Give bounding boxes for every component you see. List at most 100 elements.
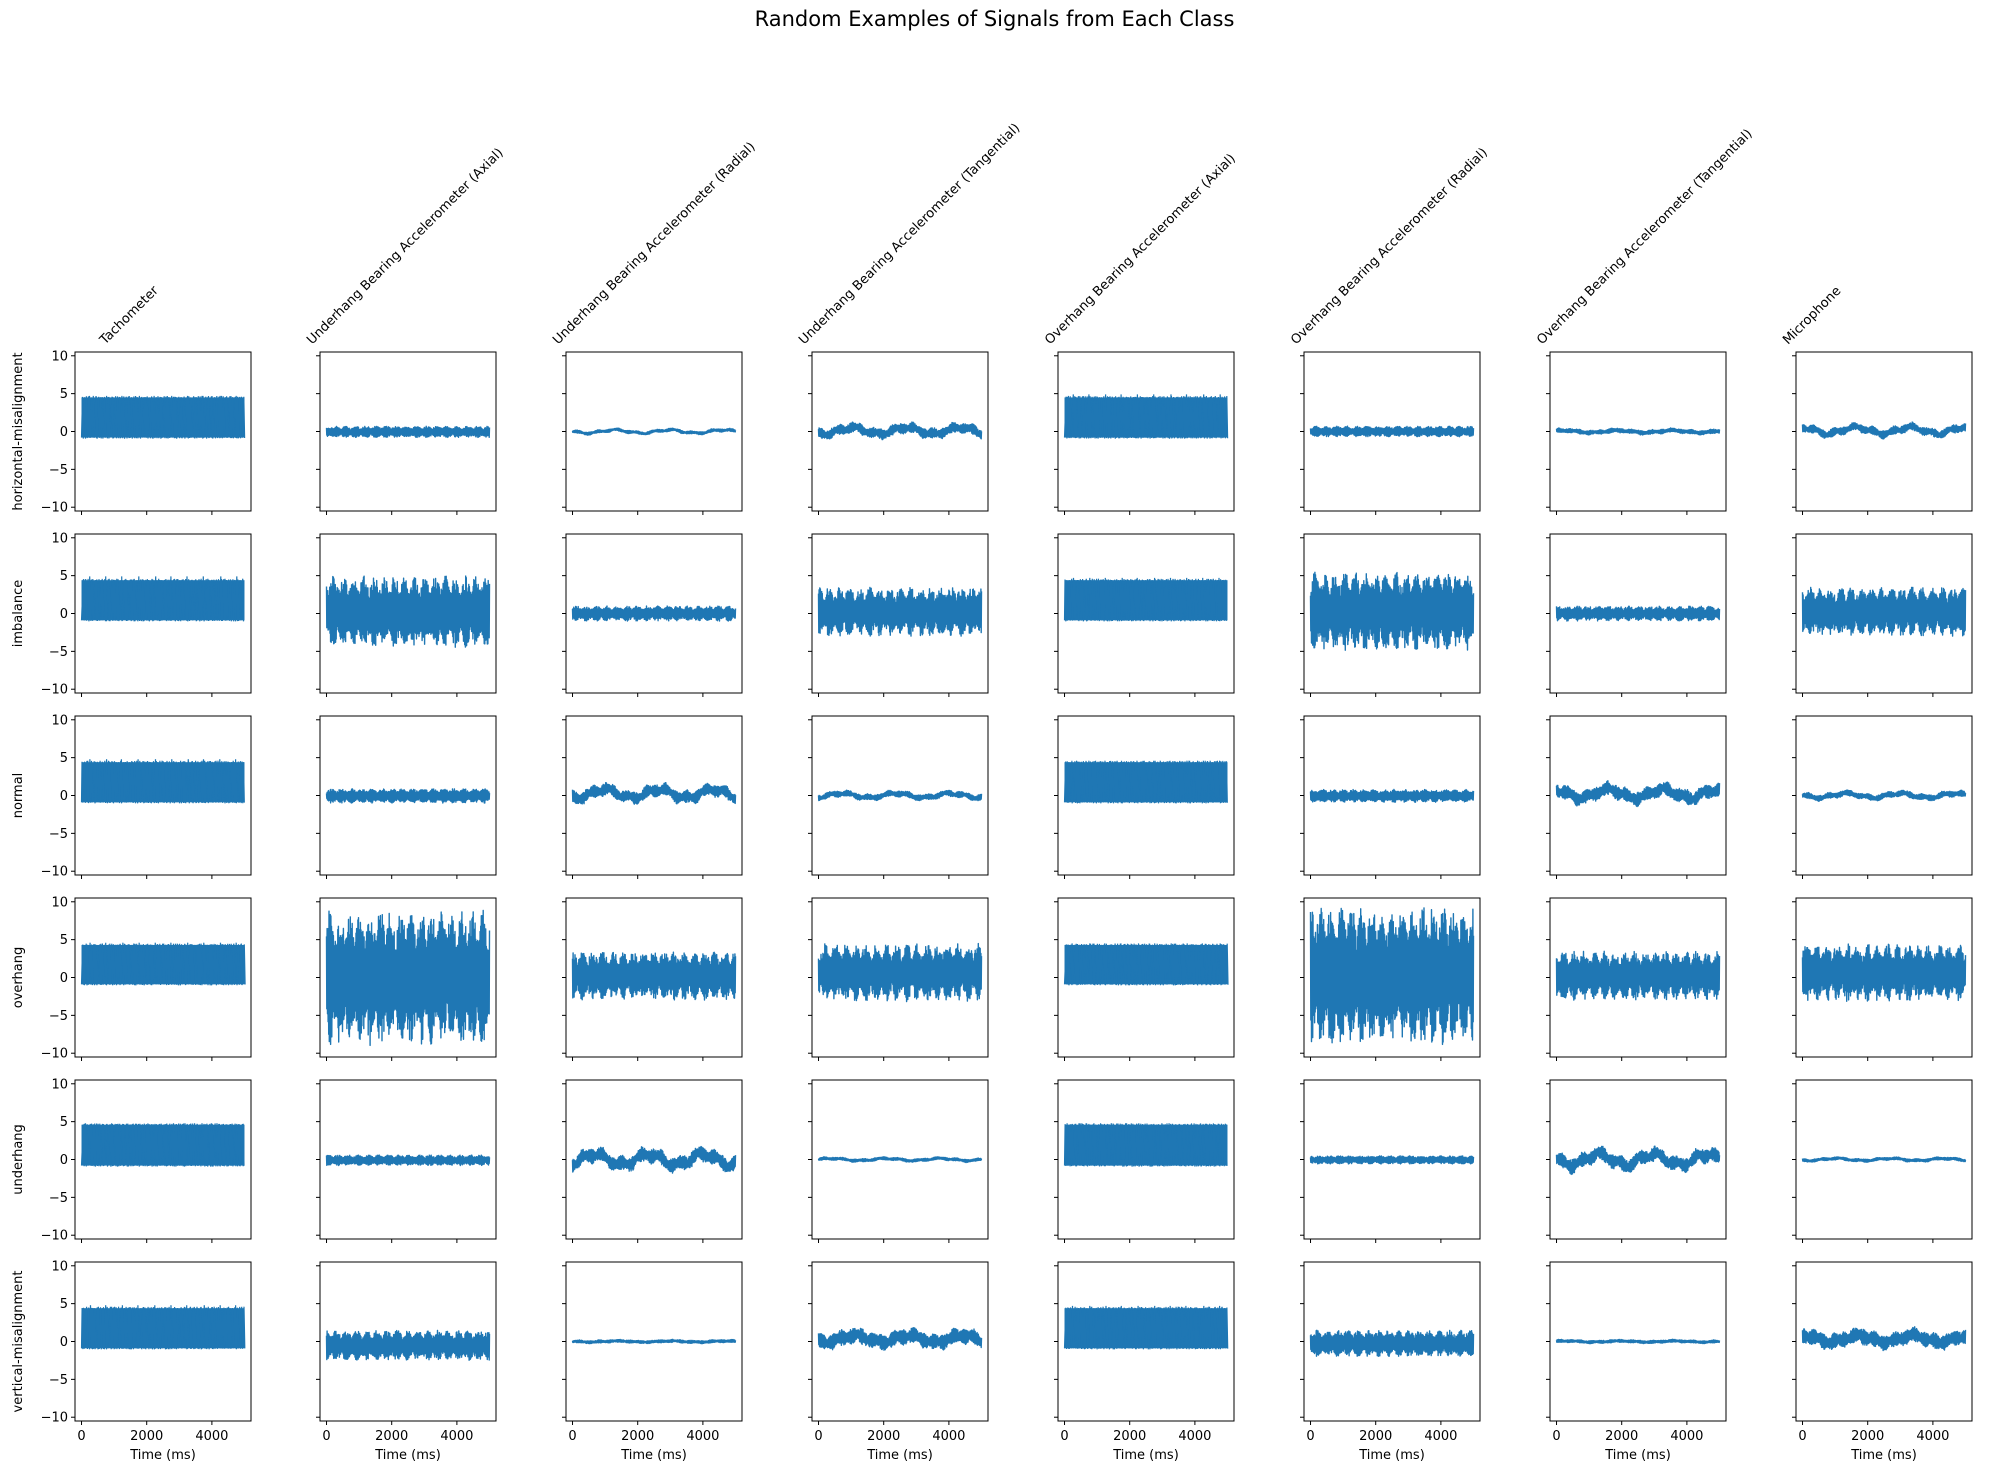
signal-line (817, 789, 983, 802)
subplot (1792, 1079, 1973, 1243)
x-tick-label: 4000 (195, 1429, 228, 1444)
x-axis-label: Time (ms) (1112, 1448, 1179, 1463)
signal-line (80, 1305, 246, 1350)
signal-line (80, 942, 246, 986)
row-label: imbalance (11, 580, 26, 647)
figure-title: Random Examples of Signals from Each Cla… (755, 7, 1235, 31)
subplot (316, 351, 497, 515)
subplot: 0 2000 4000 Time (ms) (1546, 1261, 1727, 1463)
subplot (316, 897, 497, 1061)
subplot (562, 351, 743, 515)
x-tick-label: 2000 (1851, 1429, 1884, 1444)
y-tick-label: −10 (41, 683, 68, 698)
subplot (1546, 715, 1727, 879)
subplot (562, 715, 743, 879)
y-tick-label: 0 (60, 971, 68, 986)
subplot (1792, 715, 1973, 879)
signal-line (817, 586, 983, 637)
x-tick-label: 4000 (1178, 1429, 1211, 1444)
subplot (808, 715, 989, 879)
x-tick-label: 2000 (130, 1429, 163, 1444)
subplot (1054, 533, 1235, 697)
subplot (1300, 1079, 1481, 1243)
row-label: normal (11, 773, 26, 819)
signal-line (1063, 1305, 1229, 1350)
signal-line (1801, 789, 1967, 802)
y-tick-label: 5 (60, 933, 68, 948)
subplot (562, 1079, 743, 1243)
subplot: 0 2000 4000 Time (ms) (562, 1261, 743, 1463)
y-tick-label: 0 (60, 425, 68, 440)
signal-line (325, 575, 491, 648)
signal-line (571, 951, 737, 1001)
x-tick-label: 4000 (1670, 1429, 1703, 1444)
subplot (808, 351, 989, 515)
subplot: 10 5 0 −5 −10 (41, 1077, 252, 1244)
signal-line (1063, 577, 1228, 622)
x-tick-label: 0 (322, 1429, 330, 1444)
x-tick-label: 2000 (867, 1429, 900, 1444)
signal-line (325, 425, 491, 439)
x-tick-label: 0 (1552, 1429, 1560, 1444)
y-tick-label: 0 (60, 607, 68, 622)
signal-line (1801, 1326, 1967, 1352)
x-axis-label: Time (ms) (620, 1448, 687, 1463)
subplot (1054, 1079, 1235, 1243)
signal-line (1555, 605, 1721, 622)
y-tick-label: 10 (51, 1077, 68, 1092)
y-tick-label: −5 (49, 1009, 68, 1024)
subplot: 0 2000 4000 Time (ms) (808, 1261, 989, 1463)
signal-line (1309, 1329, 1475, 1357)
subplot: 10 5 0 −5 −10 0 2000 4000 Time (ms) (41, 1259, 252, 1463)
row-label: vertical-misalignment (11, 1271, 26, 1413)
y-tick-label: −10 (41, 865, 68, 880)
y-tick-label: 5 (60, 569, 68, 584)
x-tick-label: 4000 (1916, 1429, 1949, 1444)
signal-line (1063, 394, 1229, 439)
subplot (1546, 351, 1727, 515)
x-tick-label: 0 (77, 1429, 85, 1444)
y-tick-label: 5 (60, 751, 68, 766)
signal-line (1555, 1338, 1721, 1345)
y-tick-label: −10 (41, 501, 68, 516)
subplot (1300, 715, 1481, 879)
y-tick-label: 5 (60, 1297, 68, 1312)
subplot: 0 2000 4000 Time (ms) (1300, 1261, 1481, 1463)
subplot: 10 5 0 −5 −10 (41, 531, 252, 698)
subplot (316, 715, 497, 879)
signal-line (571, 782, 737, 805)
subplot: 0 2000 4000 Time (ms) (1054, 1261, 1235, 1463)
signal-line (325, 909, 491, 1047)
signal-line (1801, 586, 1967, 637)
x-tick-label: 2000 (621, 1429, 654, 1444)
y-tick-label: −10 (41, 1229, 68, 1244)
signal-line (817, 1327, 983, 1351)
y-tick-label: −5 (49, 1191, 68, 1206)
x-tick-label: 0 (568, 1429, 576, 1444)
x-tick-label: 2000 (1113, 1429, 1146, 1444)
subplot (1546, 533, 1727, 697)
signal-line (1801, 421, 1967, 440)
subplot (808, 897, 989, 1061)
subplot (562, 533, 743, 697)
y-tick-label: 10 (51, 713, 68, 728)
x-tick-label: 0 (1060, 1429, 1068, 1444)
signal-line (1555, 1145, 1721, 1176)
signal-line (80, 1123, 245, 1167)
signal-line (1801, 943, 1967, 1002)
subplot (1300, 897, 1481, 1061)
x-tick-label: 0 (1798, 1429, 1806, 1444)
y-tick-label: 0 (60, 789, 68, 804)
signal-line (817, 942, 983, 1003)
signal-line (1309, 571, 1475, 651)
signal-line (1309, 425, 1475, 438)
subplot (1054, 715, 1235, 879)
signal-line (1063, 943, 1229, 986)
x-tick-label: 4000 (1424, 1429, 1457, 1444)
signal-line (817, 1156, 983, 1164)
signal-line (1063, 760, 1228, 804)
subplot (1054, 351, 1235, 515)
signal-line (817, 421, 983, 441)
signal-line (1555, 950, 1721, 1001)
